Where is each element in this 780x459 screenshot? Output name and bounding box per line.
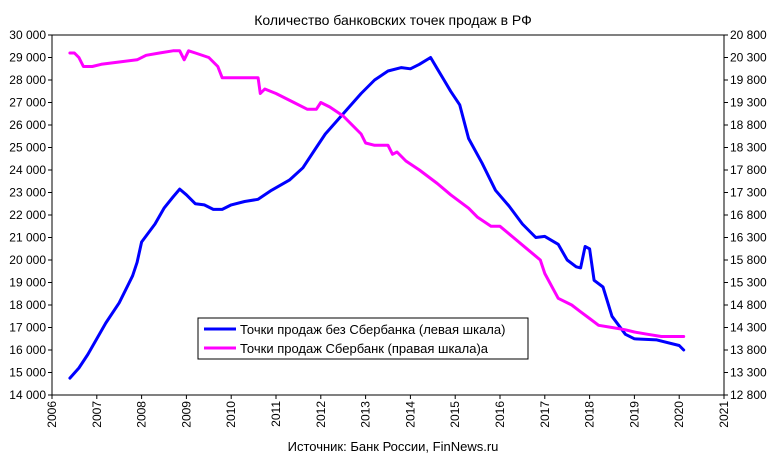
x-tick-label: 2014 [403, 401, 417, 428]
right-tick-label: 13 800 [730, 343, 767, 357]
left-tick-label: 27 000 [9, 96, 46, 110]
right-tick-label: 19 300 [730, 96, 767, 110]
legend-label-nonsber: Точки продаж без Сбербанка (левая шкала) [240, 322, 505, 337]
right-tick-label: 15 300 [730, 276, 767, 290]
x-tick-label: 2017 [538, 401, 552, 428]
x-tick-label: 2011 [269, 401, 283, 427]
left-tick-label: 18 000 [9, 298, 46, 312]
left-tick-label: 29 000 [9, 51, 46, 65]
right-tick-label: 14 300 [730, 321, 767, 335]
x-tick-label: 2021 [717, 401, 731, 428]
left-tick-label: 23 000 [9, 186, 46, 200]
right-tick-label: 17 300 [730, 186, 767, 200]
right-tick-label: 16 300 [730, 231, 767, 245]
x-tick-label: 2016 [493, 401, 507, 428]
x-tick-label: 2015 [448, 401, 462, 428]
right-tick-label: 13 300 [730, 366, 767, 380]
x-tick-label: 2010 [224, 401, 238, 428]
legend: Точки продаж без Сбербанка (левая шкала)… [197, 317, 529, 360]
left-tick-label: 19 000 [9, 276, 46, 290]
right-tick-label: 20 800 [730, 28, 767, 42]
x-tick-label: 2018 [583, 401, 597, 428]
left-tick-label: 26 000 [9, 118, 46, 132]
left-tick-label: 30 000 [9, 28, 46, 42]
x-tick-label: 2009 [179, 401, 193, 428]
right-tick-label: 20 300 [730, 51, 767, 65]
left-tick-label: 28 000 [9, 73, 46, 87]
right-axis: 12 800 13 300 13 800 14 300 14 800 15 300 15 8… [724, 28, 767, 402]
chart-title: Количество банковских точек продаж в РФ [254, 12, 532, 28]
legend-label-sber: Точки продаж Сбербанк (правая шкала)а [240, 341, 489, 356]
left-tick-label: 17 000 [9, 321, 46, 335]
series-line-nonsber [68, 56, 686, 380]
right-tick-label: 19 800 [730, 73, 767, 87]
x-tick-label: 2007 [90, 401, 104, 428]
right-tick-label: 14 800 [730, 298, 767, 312]
left-tick-label: 14 000 [9, 388, 46, 402]
left-tick-label: 24 000 [9, 163, 46, 177]
left-tick-label: 16 000 [9, 343, 46, 357]
x-tick-label: 2012 [314, 401, 328, 428]
x-tick-label: 2008 [135, 401, 149, 428]
x-tick-label: 2006 [45, 401, 59, 428]
left-tick-label: 25 000 [9, 141, 46, 155]
right-tick-label: 18 800 [730, 118, 767, 132]
x-tick-label: 2013 [359, 401, 373, 428]
right-tick-label: 18 300 [730, 141, 767, 155]
right-tick-label: 15 800 [730, 253, 767, 267]
left-axis: 14 000 15 000 16 000 17 000 18 000 19 000 20 0… [9, 28, 52, 402]
right-tick-label: 12 800 [730, 388, 767, 402]
x-tick-label: 2019 [627, 401, 641, 428]
legend-box [197, 317, 529, 360]
left-tick-label: 22 000 [9, 208, 46, 222]
series-line-sber [68, 49, 686, 338]
right-tick-label: 17 800 [730, 163, 767, 177]
source-note: Источник: Банк России, FinNews.ru [288, 439, 499, 454]
series-lines [68, 49, 686, 380]
x-tick-label: 2020 [672, 401, 686, 428]
left-tick-label: 21 000 [9, 231, 46, 245]
left-tick-label: 15 000 [9, 366, 46, 380]
left-tick-label: 20 000 [9, 253, 46, 267]
right-tick-label: 16 800 [730, 208, 767, 222]
x-axis: 2006 2007 2008 2009 2010 2011 2012 2013 2014 2015… [45, 395, 731, 428]
